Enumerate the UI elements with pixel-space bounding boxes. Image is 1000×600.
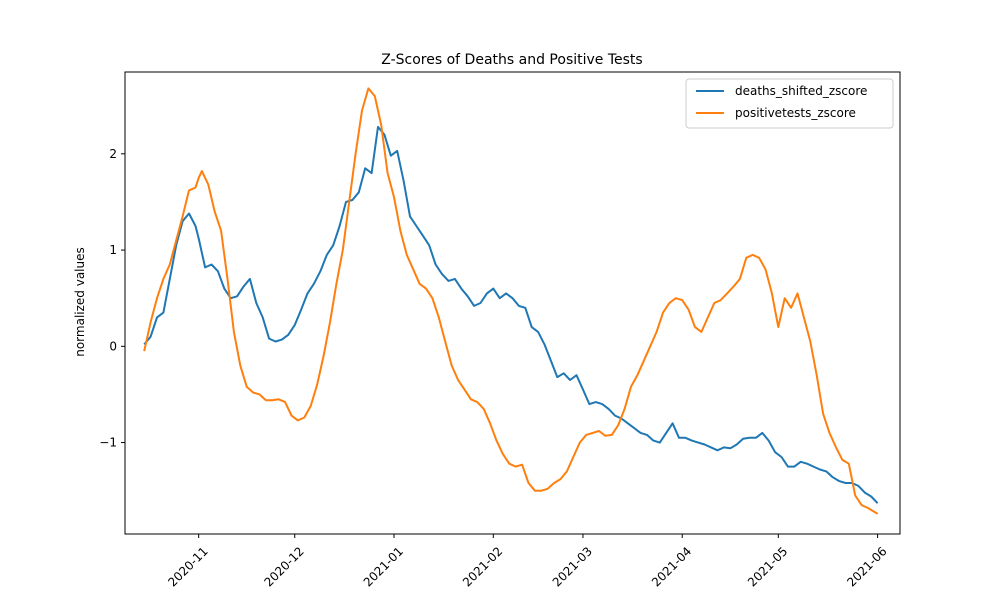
- x-tick-label: 2021-04: [649, 544, 694, 589]
- x-tick-label: 2021-03: [550, 544, 595, 589]
- x-tick-label: 2021-06: [844, 544, 889, 589]
- x-tick-label: 2021-02: [460, 544, 505, 589]
- series-layer: [143, 87, 879, 515]
- x-axis: 2020-11 2020-12 2021-01 2021-02 2021-03 2021-…: [165, 534, 890, 590]
- y-tick-label: −1: [99, 436, 117, 450]
- y-tick-label: 0: [109, 339, 117, 353]
- y-tick-label: 2: [109, 147, 117, 161]
- plot-frame: [124, 71, 901, 535]
- x-tick-label: 2020-12: [261, 544, 306, 589]
- legend: deaths_shifted_zscore positivetests_zsco…: [685, 78, 894, 129]
- y-axis-label: normalized values: [73, 247, 87, 357]
- legend-label-deaths: deaths_shifted_zscore: [735, 84, 867, 98]
- chart-title: Z-Scores of Deaths and Positive Tests: [381, 52, 642, 68]
- x-tick-label: 2021-01: [361, 544, 406, 589]
- x-tick-label: 2021-05: [745, 544, 790, 589]
- legend-label-positivetests: positivetests_zscore: [735, 106, 856, 120]
- series-line-deaths_shifted_zscore: [143, 125, 879, 504]
- y-tick-label: 1: [109, 243, 117, 257]
- series-line-positivetests_zscore: [143, 87, 879, 515]
- legend-box: [685, 78, 894, 129]
- y-axis: −1 0 1 2: [99, 147, 125, 450]
- x-tick-label: 2020-11: [165, 544, 210, 589]
